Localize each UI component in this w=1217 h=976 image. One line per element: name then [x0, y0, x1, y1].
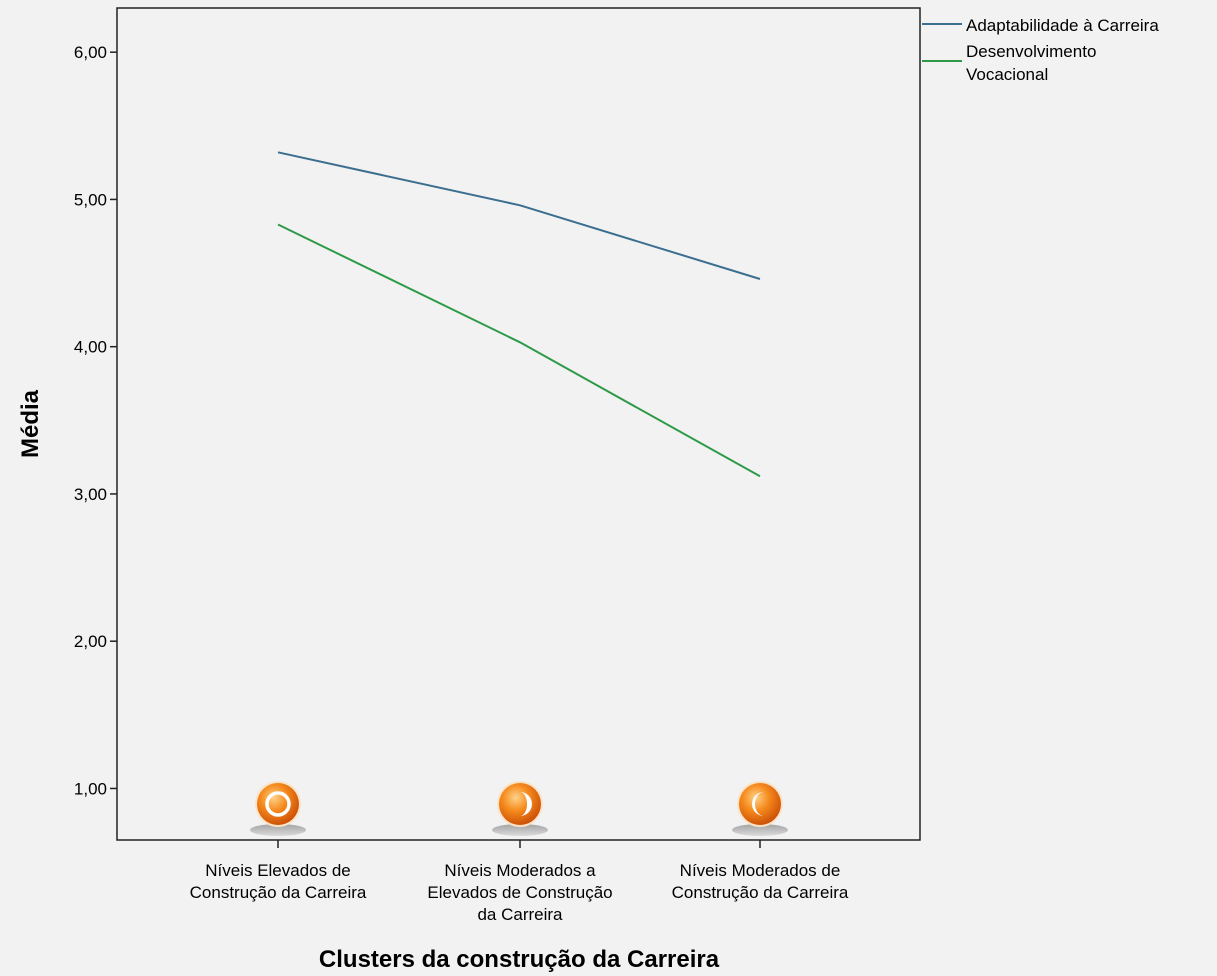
x-tick-label: Níveis Moderados de	[680, 861, 841, 880]
series-line-1	[277, 151, 761, 280]
legend-label: Vocacional	[966, 65, 1048, 84]
marker-glyph	[752, 792, 764, 816]
x-tick-label: Elevados de Construção	[427, 883, 612, 902]
marker-shadow	[492, 824, 548, 836]
x-tick-label: da Carreira	[477, 905, 563, 924]
y-axis: 1,00 2,00 3,00 4,00 5,00 6,00	[74, 43, 117, 798]
x-axis-title: Clusters da construção da Carreira	[319, 946, 720, 973]
legend: Adaptabilidade à Carreira Desenvolvimento…	[922, 16, 1159, 84]
x-tick-label: Níveis Elevados de	[205, 861, 351, 880]
y-tick-label: 4,00	[74, 338, 107, 357]
y-tick-label: 3,00	[74, 485, 107, 504]
x-axis: Níveis Elevados de Construção da Carreira…	[190, 840, 849, 924]
marker-shadow	[732, 824, 788, 836]
orange-circle-icon	[250, 781, 306, 836]
marker-layer	[250, 781, 788, 836]
marker-orb	[499, 783, 541, 825]
marker-glyph	[520, 792, 532, 816]
y-tick-label: 2,00	[74, 632, 107, 651]
plot-area	[116, 7, 921, 841]
marker-glyph	[265, 791, 291, 817]
series-line-2	[277, 223, 761, 478]
marker-orb	[739, 783, 781, 825]
series-layer	[277, 151, 761, 478]
x-tick-label: Níveis Moderados a	[444, 861, 596, 880]
marker-shadow	[250, 824, 306, 836]
legend-label: Adaptabilidade à Carreira	[966, 16, 1159, 35]
orange-crescent-icon	[732, 781, 788, 836]
x-tick-label: Construção da Carreira	[190, 883, 367, 902]
marker-orb	[257, 783, 299, 825]
y-tick-label: 5,00	[74, 190, 107, 209]
y-tick-label: 1,00	[74, 779, 107, 798]
y-tick-label: 6,00	[74, 43, 107, 62]
x-tick-label: Construção da Carreira	[672, 883, 849, 902]
orange-half-moon-icon	[492, 781, 548, 836]
legend-label: Desenvolvimento	[966, 42, 1096, 61]
y-axis-title: Média	[17, 389, 44, 458]
